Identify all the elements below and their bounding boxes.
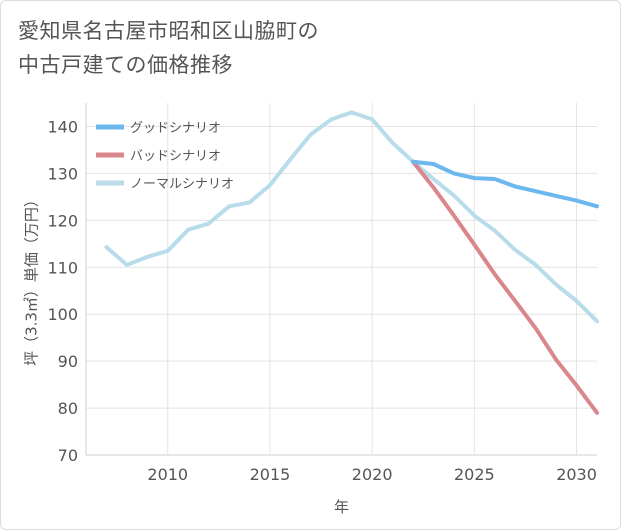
y-axis-label: 坪（3.3㎡）単価（万円） [23, 192, 41, 366]
legend-label: バッドシナリオ [130, 149, 221, 164]
y-tick-label: 90 [58, 352, 78, 371]
x-tick-label: 2020 [352, 465, 393, 484]
chart-title-line-2: 中古戸建ての価格推移 [18, 53, 233, 77]
chart-title-line-1: 愛知県名古屋市昭和区山脇町の [18, 19, 319, 43]
y-tick-label: 120 [47, 211, 78, 230]
y-tick-label: 70 [58, 446, 78, 465]
plot-area [86, 103, 597, 455]
x-tick-label: 2010 [147, 465, 188, 484]
y-tick-label: 80 [58, 399, 78, 418]
chart-title: 愛知県名古屋市昭和区山脇町の 中古戸建ての価格推移 [18, 14, 538, 82]
x-tick-label: 2015 [250, 465, 291, 484]
legend-label: グッドシナリオ [130, 121, 221, 136]
series-line-0 [411, 159, 599, 209]
y-tick-label: 140 [47, 117, 78, 136]
grid-lines [86, 103, 597, 455]
y-tick-label: 130 [47, 164, 78, 183]
y-tick-label: 100 [47, 305, 78, 324]
series-line-2 [104, 110, 599, 324]
axes: 70 80 90 100 110 120 130 140 2010 2015 2020 2025 203… [47, 103, 597, 484]
x-tick-label: 2025 [454, 465, 495, 484]
legend-label: ノーマルシナリオ [130, 177, 234, 192]
y-tick-label: 110 [47, 258, 78, 277]
series-line-1 [411, 159, 599, 415]
x-tick-label: 2030 [556, 465, 597, 484]
series-lines [104, 110, 599, 415]
x-axis-label: 年 [334, 498, 349, 516]
